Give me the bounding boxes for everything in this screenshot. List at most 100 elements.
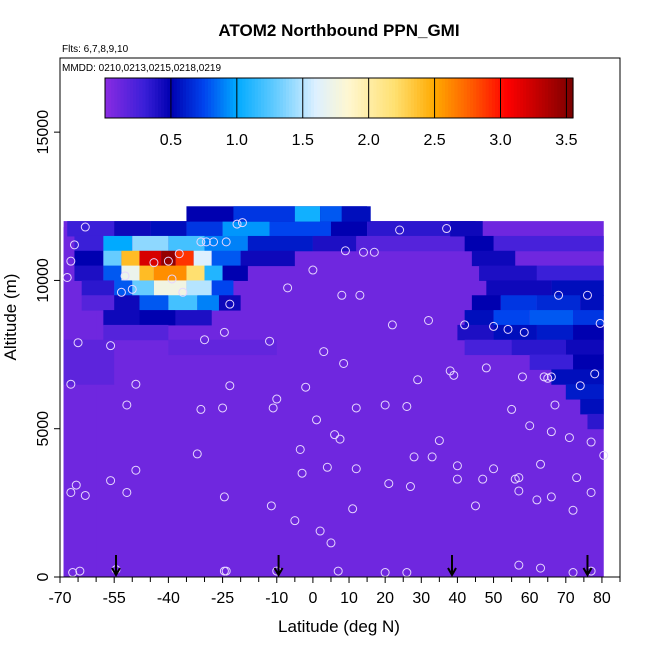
colorbar-swatch (345, 78, 349, 118)
heatmap-cell (500, 295, 537, 311)
x-tick-label: 30 (412, 590, 430, 607)
profile-arrow-head (273, 567, 284, 578)
sample-point (122, 487, 132, 497)
profile-arrow-head (447, 567, 457, 578)
colorbar-swatch (179, 78, 184, 118)
colorbar-swatch (491, 78, 496, 118)
colorbar-swatch (385, 78, 390, 118)
colorbar-tick-label: 1.0 (226, 132, 248, 149)
sample-point (80, 222, 90, 232)
colorbar-swatch (133, 78, 137, 118)
colorbar-swatch (332, 78, 337, 118)
sample-point (434, 436, 444, 446)
sample-point (337, 290, 347, 300)
sample-point (196, 237, 206, 247)
heatmap-cell (168, 295, 198, 311)
colorbar-swatch (267, 78, 271, 118)
dates-label: MMDD: 0210,0213,0215,0218,0219 (62, 63, 221, 74)
sample-point (167, 274, 177, 284)
sample-point (71, 480, 81, 490)
heatmap-cell (139, 265, 154, 281)
heatmap-cell (74, 250, 104, 267)
colorbar-swatch (239, 78, 243, 118)
y-tick-label: 10000 (35, 258, 52, 303)
colorbar-swatch (148, 78, 153, 118)
sample-point (525, 421, 535, 431)
colorbar-swatch (370, 78, 374, 118)
sample-point (308, 265, 318, 275)
colorbar-tick-label: 3.0 (489, 132, 511, 149)
x-tick-label: 20 (376, 590, 394, 607)
sample-point (402, 401, 412, 411)
heatmap-cell (139, 310, 176, 326)
colorbar-swatch (145, 78, 150, 118)
colorbar-swatch (519, 78, 524, 118)
colorbar-swatch (360, 78, 365, 118)
colorbar-swatch (154, 78, 159, 118)
colorbar-swatch (435, 78, 440, 118)
heatmap-cell (114, 221, 151, 237)
sample-point (196, 404, 206, 414)
sample-point (387, 320, 397, 330)
heatmap-cell (450, 221, 483, 237)
sample-point (489, 464, 499, 474)
sample-point (351, 403, 361, 413)
heatmap-cell (186, 265, 205, 281)
sample-point (460, 320, 470, 330)
colorbar-swatch (479, 78, 484, 118)
colorbar-swatch (229, 78, 234, 118)
chart-title: ATOM2 Northbound PPN_GMI (218, 21, 459, 40)
colorbar-swatch (298, 78, 303, 118)
heatmap-cell (114, 280, 133, 296)
colorbar-swatch (532, 78, 537, 118)
x-tick-label: -70 (48, 590, 71, 607)
colorbar-swatch (214, 78, 218, 118)
sample-point (572, 473, 582, 483)
colorbar-swatch (264, 78, 268, 118)
heatmap-cell (103, 235, 133, 252)
colorbar-swatch (470, 78, 474, 118)
colorbar-swatch (413, 78, 418, 118)
colorbar-swatch (142, 78, 147, 118)
colorbar-swatch (282, 78, 287, 118)
sample-point (546, 492, 556, 502)
sample-point (514, 560, 524, 570)
colorbar-swatch (270, 78, 275, 118)
colorbar-swatch (448, 78, 452, 118)
heatmap-cell (103, 250, 122, 267)
colorbar-swatch (535, 78, 540, 118)
colorbar-swatch (348, 78, 353, 118)
heatmap-cell (294, 206, 321, 222)
sample-point (178, 287, 188, 297)
colorbar-swatch (423, 78, 427, 118)
colorbar-swatch (164, 78, 168, 118)
colorbar-swatch (289, 78, 293, 118)
sample-point (550, 400, 560, 410)
colorbar-swatch (248, 78, 253, 118)
sample-point (127, 284, 137, 294)
sample-point (503, 324, 513, 334)
colorbar-frame (104, 77, 574, 119)
heatmap-cell (150, 221, 187, 237)
sample-point (290, 516, 300, 526)
colorbar-swatch (354, 78, 359, 118)
sample-point (66, 256, 76, 266)
sample-point (200, 335, 210, 345)
sample-point (481, 363, 491, 373)
sample-point (174, 249, 184, 259)
colorbar-swatch (401, 78, 406, 118)
colorbar-swatch (217, 78, 222, 118)
heatmap-cell (103, 265, 122, 281)
heatmap-cell (63, 339, 115, 385)
colorbar-swatch (226, 78, 231, 118)
heatmap-cell (204, 235, 248, 252)
x-tick-label: -40 (157, 590, 180, 607)
sample-point (395, 225, 405, 235)
heatmap-cell (168, 339, 277, 356)
colorbar-swatch (232, 78, 237, 118)
sample-point (319, 347, 329, 357)
sample-point (369, 247, 379, 257)
sample-point (384, 479, 394, 489)
colorbar-tick-label: 2.5 (423, 132, 445, 149)
sample-point (66, 487, 76, 497)
